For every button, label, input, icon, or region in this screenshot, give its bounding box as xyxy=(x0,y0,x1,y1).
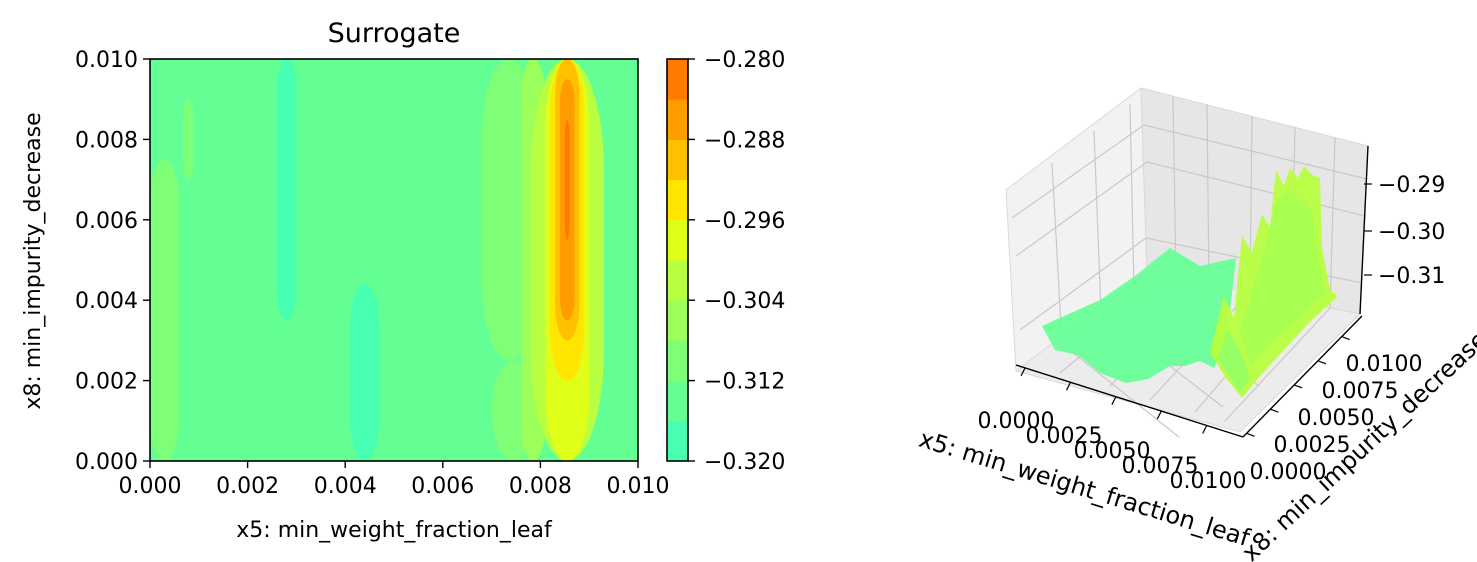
contour-x-tick-label: 0.004 xyxy=(314,474,377,499)
colorbar-band xyxy=(667,59,688,100)
contour-x-label: x5: min_weight_fraction_leaf xyxy=(236,518,553,543)
surface-x-tick-label: 0.0050 xyxy=(1074,439,1151,464)
contour-frame xyxy=(149,58,639,462)
surface-x-tick-label: 0.0000 xyxy=(978,409,1055,434)
colorbar-band xyxy=(667,340,688,382)
surface-z-tick-label: −0.31 xyxy=(1378,264,1445,289)
colorbar-band xyxy=(667,139,688,181)
contour-x-tick-label: 0.010 xyxy=(607,474,670,499)
surface-x-tick-label: 0.0025 xyxy=(1026,424,1103,449)
colorbar-band xyxy=(667,380,688,422)
colorbar-band xyxy=(667,420,688,462)
surface-y-tick xyxy=(1293,384,1303,389)
contour-plot-area xyxy=(149,58,639,462)
surface-x-tick xyxy=(1020,367,1026,377)
colorbar-tick-label: −0.312 xyxy=(704,370,785,395)
contour-x-tick-label: 0.008 xyxy=(509,474,572,499)
surface-z-tick-label: −0.30 xyxy=(1378,220,1445,245)
surface-peak-shade xyxy=(1240,190,1326,366)
colorbar-band xyxy=(667,179,688,221)
surface-low-valley xyxy=(1055,290,1214,365)
contour-title: Surrogate xyxy=(328,18,461,49)
contour-region-2 xyxy=(276,59,297,321)
contour-y-tick-label: 0.004 xyxy=(75,289,138,314)
surface-y-tick xyxy=(1246,432,1255,437)
contour-region-0 xyxy=(150,159,180,461)
contour-y-tick-label: 0.000 xyxy=(75,450,138,475)
colorbar-band xyxy=(667,260,688,301)
colorbar-band xyxy=(667,300,688,341)
surface-y-tick xyxy=(1341,336,1350,341)
surface-y-tick-label: 0.0050 xyxy=(1298,406,1375,431)
colorbar-bands xyxy=(667,59,688,462)
contour-x-tick-label: 0.002 xyxy=(216,474,279,499)
colorbar-band xyxy=(667,219,688,261)
colorbar-frame xyxy=(666,58,689,462)
contour-y-tick-label: 0.008 xyxy=(75,128,138,153)
contour-y-tick-label: 0.010 xyxy=(75,48,138,73)
colorbar-ticks: −0.280 −0.288 −0.296 −0.304 −0.312 −0.320 xyxy=(688,48,785,475)
contour-region-3 xyxy=(350,284,380,461)
surface-x-tick xyxy=(1111,396,1117,405)
contour-y-label: x8: min_impurity_decrease xyxy=(21,112,46,409)
colorbar-tick-label: −0.288 xyxy=(704,128,785,153)
surface-y-tick-label: 0.0100 xyxy=(1346,352,1423,377)
colorbar: −0.280 −0.288 −0.296 −0.304 −0.312 −0.320 xyxy=(666,48,785,475)
surface-z-tick-label: −0.29 xyxy=(1378,173,1445,198)
contour-y-tick-label: 0.002 xyxy=(75,370,138,395)
surface-x-tick xyxy=(1156,410,1162,420)
surface-y-tick xyxy=(1317,360,1327,365)
colorbar-tick-label: −0.280 xyxy=(704,48,785,73)
contour-region-1 xyxy=(183,99,194,180)
surface-x-tick xyxy=(1065,382,1072,391)
contour-y-axis: 0.000 0.002 0.004 0.006 0.008 0.010 xyxy=(75,48,150,475)
contour-regions xyxy=(150,59,604,461)
surface-mesh xyxy=(1042,166,1338,398)
colorbar-band xyxy=(667,99,688,140)
contour-region-12 xyxy=(564,119,570,240)
surface-y-tick-label: 0.0075 xyxy=(1322,379,1399,404)
contour-x-axis: 0.000 0.002 0.004 0.006 0.008 0.010 xyxy=(119,461,670,499)
surface-ridge-shadow xyxy=(1218,330,1250,392)
surface-y-tick-label: 0.0025 xyxy=(1274,433,1351,458)
contour-y-tick-label: 0.006 xyxy=(75,209,138,234)
contour-x-tick-label: 0.000 xyxy=(119,474,182,499)
surface-x-tick-label: 0.0075 xyxy=(1122,454,1199,479)
surface-y-tick-label: 0.0000 xyxy=(1250,460,1327,485)
colorbar-tick-label: −0.304 xyxy=(704,289,785,314)
surface-y-tick xyxy=(1270,408,1279,413)
contour-x-tick-label: 0.006 xyxy=(411,474,474,499)
surface-x-tick-label: 0.0100 xyxy=(1170,469,1247,494)
colorbar-tick-label: −0.320 xyxy=(704,450,785,475)
colorbar-tick-label: −0.296 xyxy=(704,209,785,234)
surface-x-tick xyxy=(1202,425,1208,434)
